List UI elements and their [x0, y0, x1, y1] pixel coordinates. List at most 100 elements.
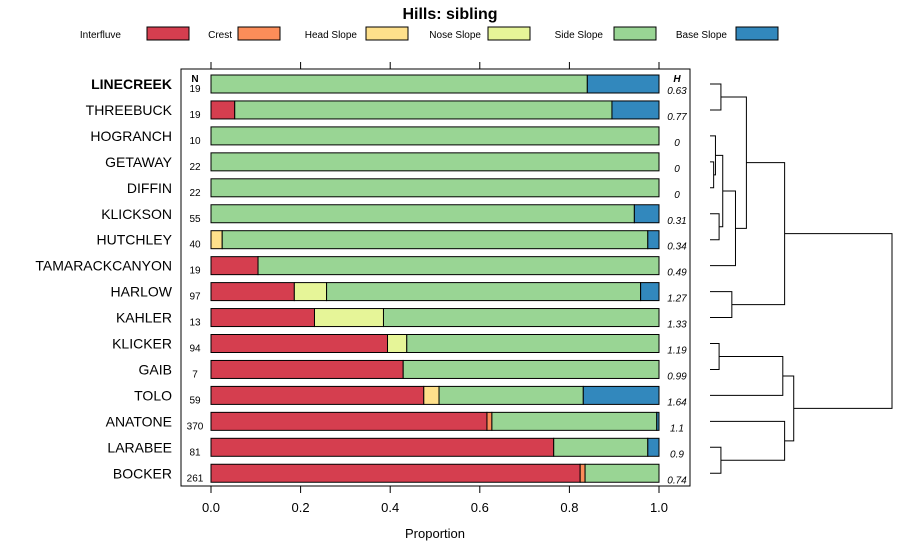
bar-segment-side-slope [406, 334, 660, 353]
dendrogram [710, 83, 893, 474]
bar-segment-side-slope [210, 204, 635, 224]
bar-segment-side-slope [257, 256, 660, 276]
h-value: 0.74 [667, 475, 687, 486]
h-value: 0.99 [667, 371, 687, 382]
bar-segment-head-slope [423, 385, 440, 405]
category-label: TOLO [134, 387, 172, 403]
category-label: GAIB [139, 361, 172, 377]
bar-segment-side-slope [221, 230, 649, 250]
x-tick-label: 1.0 [650, 500, 668, 515]
dendrogram-branch [710, 291, 733, 319]
row-harlow: HARLOW 97 1.27 [111, 282, 687, 305]
legend-label-base-slope: Base Slope [676, 30, 728, 41]
bar-segment-base-slope [586, 74, 660, 94]
rows: LINECREEK 19 0.63 THREEBUCK 19 0.77 HOGRANCH 10… [35, 74, 687, 486]
bar-segment-base-slope [633, 204, 660, 224]
n-value: 59 [189, 395, 201, 406]
bar-segment-base-slope [656, 411, 660, 431]
bar-segment-side-slope [382, 308, 660, 328]
x-tick-label: 0.2 [292, 500, 310, 515]
h-value: 1.19 [667, 346, 687, 357]
h-value: 0 [674, 190, 680, 201]
bar-segment-head-slope [210, 230, 223, 250]
h-value: 0.31 [667, 216, 686, 227]
legend-swatch-nose-slope [487, 26, 531, 41]
bar-segment-side-slope [438, 385, 584, 405]
row-linecreek: LINECREEK 19 0.63 [91, 74, 687, 97]
n-value: 370 [187, 421, 204, 432]
legend-swatch-crest [237, 26, 281, 41]
category-label: LARABEE [107, 439, 172, 455]
row-getaway: GETAWAY 22 0 [105, 152, 680, 175]
row-hutchley: HUTCHLEY 40 0.34 [97, 230, 687, 253]
category-label: HARLOW [111, 284, 173, 300]
bar-segment-base-slope [647, 437, 660, 457]
n-value: 22 [189, 162, 201, 173]
bar-segment-side-slope [491, 411, 658, 431]
bar-segment-interfluve [210, 411, 488, 431]
h-value: 0 [674, 138, 680, 149]
bar-segment-side-slope [210, 152, 660, 172]
category-label: ANATONE [106, 413, 172, 429]
bar-segment-side-slope [210, 178, 660, 198]
n-value: 97 [189, 292, 201, 303]
row-larabee: LARABEE 81 0.9 [107, 437, 684, 460]
bar-segment-side-slope [210, 74, 588, 94]
category-label: GETAWAY [105, 154, 173, 170]
n-value: 7 [192, 369, 198, 380]
x-axis-bottom: 0.0 0.2 0.4 0.6 0.8 1.0 [202, 486, 668, 515]
dendrogram-branch [710, 446, 722, 474]
x-tick-label: 0.8 [560, 500, 578, 515]
row-klicker: KLICKER 94 1.19 [112, 334, 687, 357]
n-value: 261 [187, 473, 204, 484]
category-label: KLICKSON [101, 206, 172, 222]
category-label: TAMARACKCANYON [35, 258, 172, 274]
row-threebuck: THREEBUCK 19 0.77 [86, 100, 687, 123]
legend-label-nose-slope: Nose Slope [429, 30, 481, 41]
n-value: 55 [189, 214, 201, 225]
h-value: 0.9 [670, 449, 684, 460]
bar-segment-interfluve [210, 100, 236, 120]
h-value: 0.63 [667, 86, 687, 97]
chart-title: Hills: sibling [402, 6, 497, 23]
category-label: THREEBUCK [86, 102, 173, 118]
bar-segment-interfluve [210, 359, 404, 379]
legend-swatch-base-slope [735, 26, 779, 41]
bar-segment-side-slope [402, 359, 660, 379]
bar-segment-side-slope [553, 437, 649, 457]
row-klickson: KLICKSON 55 0.31 [101, 204, 687, 227]
bar-segment-base-slope [647, 230, 660, 250]
bar-segment-side-slope [210, 126, 660, 146]
legend: Interfluve Crest Head Slope Nose Slope Side … [80, 26, 779, 41]
dendrogram-branch [710, 161, 715, 189]
category-label: DIFFIN [127, 180, 172, 196]
dendrogram-branch [720, 96, 747, 229]
n-value: 19 [189, 110, 201, 121]
legend-label-side-slope: Side Slope [555, 30, 604, 41]
row-kahler: KAHLER 13 1.33 [116, 308, 687, 331]
x-tick-label: 0.0 [202, 500, 220, 515]
category-label: KLICKER [112, 336, 172, 352]
n-value: 19 [189, 266, 201, 277]
bar-segment-interfluve [210, 334, 389, 353]
row-tolo: TOLO 59 1.64 [134, 385, 687, 408]
legend-swatch-side-slope [613, 26, 657, 41]
n-value: 19 [189, 84, 201, 95]
h-value: 1.33 [667, 320, 687, 331]
dendrogram-branch [710, 213, 720, 241]
bar-segment-crest [486, 411, 493, 431]
n-value: 22 [189, 188, 201, 199]
row-anatone: ANATONE 370 1.1 [106, 411, 684, 434]
dendrogram-branch [710, 135, 716, 176]
bar-segment-interfluve [210, 385, 425, 405]
row-bocker: BOCKER 261 0.74 [113, 463, 687, 486]
bar-segment-side-slope [584, 463, 660, 483]
bar-segment-side-slope [234, 100, 613, 120]
row-hogranch: HOGRANCH 10 0 [90, 126, 680, 149]
legend-label-crest: Crest [208, 30, 232, 41]
h-value: 1.64 [667, 397, 687, 408]
legend-label-head-slope: Head Slope [305, 30, 358, 41]
dendrogram-branch [731, 162, 786, 306]
bar-segment-side-slope [326, 282, 642, 302]
n-value: 81 [189, 447, 201, 458]
